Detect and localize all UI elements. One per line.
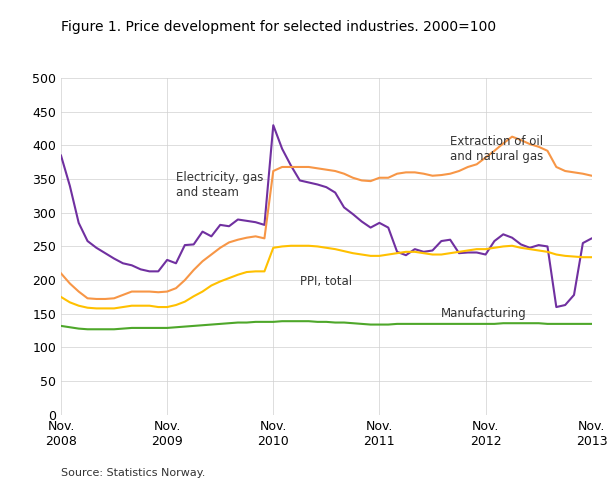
Text: Figure 1. Price development for selected industries. 2000=100: Figure 1. Price development for selected… <box>61 20 496 34</box>
Text: Manufacturing: Manufacturing <box>441 307 527 320</box>
Text: Source: Statistics Norway.: Source: Statistics Norway. <box>61 468 206 478</box>
Text: Electricity, gas
and steam: Electricity, gas and steam <box>176 171 264 199</box>
Text: PPI, total: PPI, total <box>300 275 352 288</box>
Text: Extraction of oil
and natural gas: Extraction of oil and natural gas <box>450 135 544 163</box>
